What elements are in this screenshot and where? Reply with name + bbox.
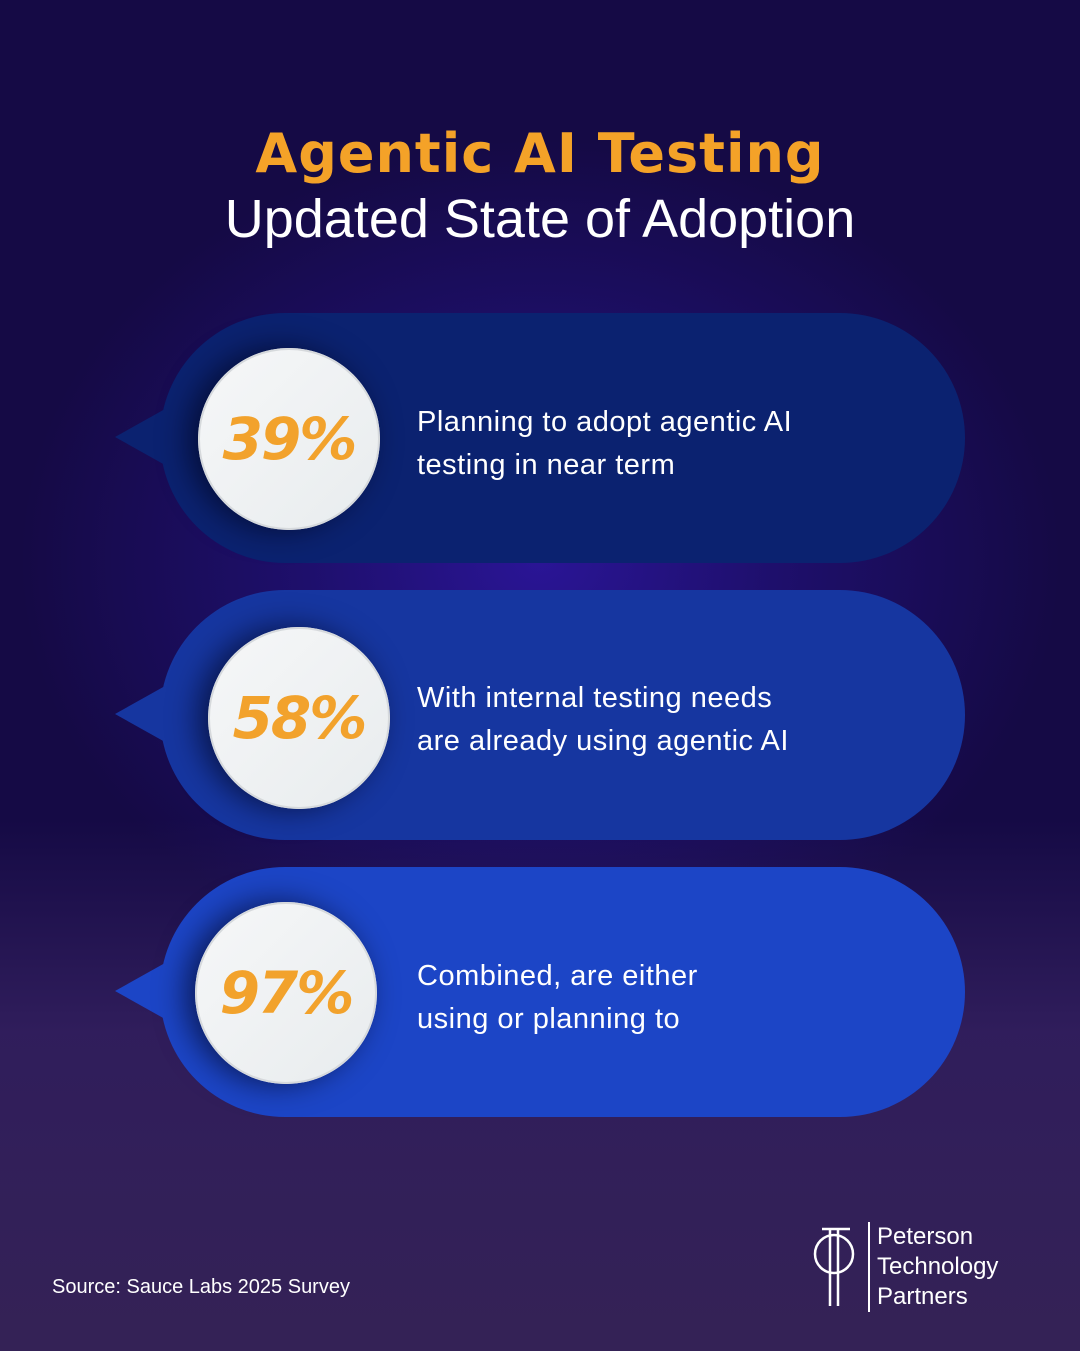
- company-logo: Peterson Technology Partners: [812, 1222, 998, 1312]
- logo-line: Peterson: [877, 1223, 974, 1250]
- stat-value: 97%: [219, 959, 355, 1027]
- logo-line: Technology: [877, 1253, 999, 1280]
- stat-card-3: 97% Combined, are either using or plannin…: [115, 867, 965, 1117]
- speech-tail: [115, 963, 165, 1019]
- desc-line: Planning to adopt agentic AI: [417, 406, 793, 438]
- stat-description: Planning to adopt agentic AI testing in n…: [417, 401, 792, 487]
- stat-circle: 58%: [208, 627, 390, 809]
- stat-description: Combined, are either using or planning to: [417, 955, 698, 1041]
- stat-value: 39%: [222, 405, 358, 473]
- source-note: Source: Sauce Labs 2025 Survey: [52, 1276, 350, 1298]
- logo-text: Peterson Technology Partners: [868, 1222, 998, 1312]
- stat-circle: 97%: [195, 902, 377, 1084]
- title: Agentic AI Testing: [255, 122, 825, 185]
- stat-description: With internal testing needs are already u…: [417, 677, 789, 763]
- stat-card-1: 39% Planning to adopt agentic AI testing …: [115, 313, 965, 563]
- speech-tail: [115, 686, 165, 742]
- desc-line: Combined, are either: [417, 960, 698, 992]
- subtitle: Updated State of Adoption: [224, 189, 856, 249]
- stat-circle: 39%: [198, 348, 380, 530]
- desc-line: testing in near term: [417, 449, 676, 481]
- stat-value: 58%: [232, 684, 368, 752]
- stat-card-2: 58% With internal testing needs are alrea…: [115, 590, 965, 840]
- logo-line: Partners: [877, 1283, 968, 1310]
- ptp-logo-icon: [813, 1227, 855, 1306]
- desc-line: are already using agentic AI: [417, 725, 789, 757]
- desc-line: With internal testing needs: [417, 682, 773, 714]
- speech-tail: [115, 409, 165, 465]
- desc-line: using or planning to: [417, 1003, 681, 1035]
